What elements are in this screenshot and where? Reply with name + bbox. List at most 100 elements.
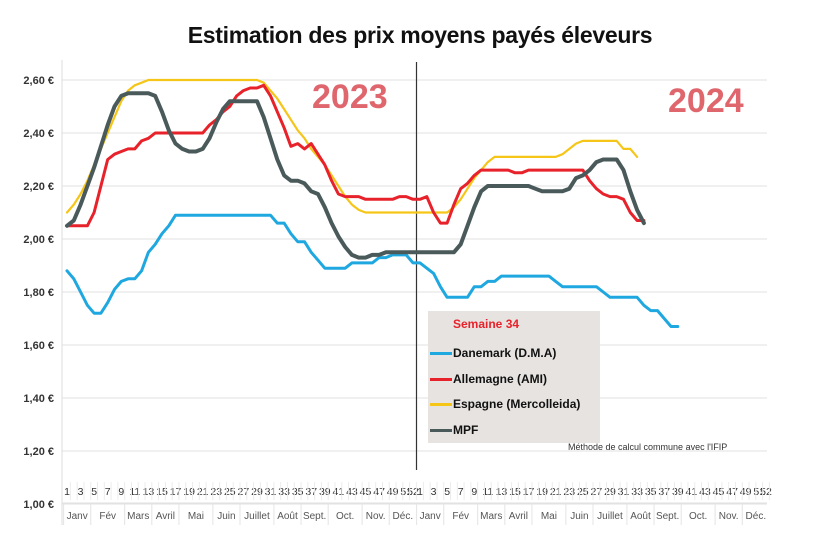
month-label: Nov. <box>719 511 739 522</box>
x-tick-label: 3 <box>431 486 437 498</box>
legend-item-mpf: MPF <box>430 422 478 438</box>
month-label: Mai <box>541 511 557 522</box>
legend-swatch <box>430 402 452 406</box>
legend-title: Semaine 34 <box>453 317 520 331</box>
legend-item-espagne: Espagne (Mercolleida) <box>430 396 580 412</box>
x-tick-label: 37 <box>658 486 670 498</box>
month-label: Déc. <box>746 511 767 522</box>
x-tick-label: 49 <box>740 486 752 498</box>
legend-swatch <box>430 351 452 355</box>
month-label: Oct. <box>336 511 354 522</box>
month-label: Sept. <box>656 511 679 522</box>
series-line-danemark-d-m-a <box>65 213 680 328</box>
x-tick-label: 33 <box>631 486 643 498</box>
x-tick-label: 13 <box>496 486 508 498</box>
x-tick-label: 17 <box>170 486 182 498</box>
chart-title: Estimation des prix moyens payés éleveur… <box>187 22 653 48</box>
x-tick-label: 29 <box>251 486 263 498</box>
x-tick-label: 37 <box>305 486 317 498</box>
x-tick-label: 9 <box>471 486 477 498</box>
x-tick-label: 7 <box>105 486 111 498</box>
y-tick-label: 1,40 € <box>23 393 54 405</box>
y-tick-label: 2,20 € <box>23 181 54 193</box>
y-tick-label: 2,00 € <box>23 234 54 246</box>
series-line-mpf <box>65 91 646 260</box>
x-tick-label: 47 <box>726 486 738 498</box>
series-lines <box>65 78 680 328</box>
legend-swatch <box>430 428 452 432</box>
x-tick-label: 43 <box>346 486 358 498</box>
x-tick-label: 52 <box>407 486 419 498</box>
x-tick-label: 51 <box>753 486 765 498</box>
x-tick-label: 41 <box>686 486 698 498</box>
series-line-allemagne-ami <box>65 83 646 228</box>
x-tick-label: 21 <box>197 486 209 498</box>
y-tick-label: 1,00 € <box>23 499 54 511</box>
month-label: Août <box>630 511 651 522</box>
y-tick-label: 2,40 € <box>23 128 54 140</box>
legend-label: Espagne (Mercolleida) <box>453 397 581 411</box>
x-tick-label: 5 <box>444 486 450 498</box>
y-tick-label: 1,60 € <box>23 340 54 352</box>
x-tick-label: 17 <box>523 486 535 498</box>
month-label: Juillet <box>244 511 270 522</box>
x-tick-label: 33 <box>278 486 290 498</box>
x-tick-label: 15 <box>509 486 521 498</box>
method-note: Méthode de calcul commune avec l'IFIP <box>568 442 728 452</box>
x-tick-label: 19 <box>536 486 548 498</box>
year-label-2023: 2023 <box>312 78 388 116</box>
x-tick-label: 3 <box>78 486 84 498</box>
x-tick-label: 1 <box>417 486 423 498</box>
month-label: Janv <box>420 511 441 522</box>
x-tick-label: 39 <box>319 486 331 498</box>
x-tick-label: 45 <box>713 486 725 498</box>
legend-label: Allemagne (AMI) <box>453 372 548 386</box>
y-tick-label: 1,80 € <box>23 287 54 299</box>
x-tick-label: 19 <box>183 486 195 498</box>
month-label: Fév <box>99 511 116 522</box>
x-tick-label: 35 <box>645 486 657 498</box>
x-tick-label: 21 <box>550 486 562 498</box>
x-axis: 1 3 5 7 9 11 13 15 17 19 21 23 25 27 29 31 33 35 37 39 41 43 4… <box>62 482 772 525</box>
x-tick-label: 39 <box>672 486 684 498</box>
month-label: Avril <box>509 511 528 522</box>
x-tick-label: 45 <box>360 486 372 498</box>
legend-label: Danemark (D.M.A) <box>453 346 557 360</box>
month-label: Mai <box>188 511 204 522</box>
x-tick-label: 51 <box>400 486 412 498</box>
x-tick-label: 9 <box>118 486 124 498</box>
month-label: Mars <box>127 511 149 522</box>
x-tick-label: 47 <box>373 486 385 498</box>
series-line-espagne-mercolleida <box>65 78 639 214</box>
month-label: Déc. <box>393 511 414 522</box>
month-label: Fév <box>452 511 469 522</box>
x-tick-label: 25 <box>224 486 236 498</box>
legend-label: MPF <box>453 423 479 437</box>
x-tick-label: 31 <box>265 486 277 498</box>
x-tick-label: 49 <box>387 486 399 498</box>
x-tick-label: 1 <box>64 486 70 498</box>
x-tick-label: 15 <box>156 486 168 498</box>
legend-item-allemagne: Allemagne (AMI) <box>430 371 547 387</box>
y-axis: 1,00 € 1,20 € 1,40 € 1,60 € 1,80 € 2,00 € 2,20… <box>23 75 54 511</box>
x-tick-label: 11 <box>482 486 493 498</box>
month-label: Juillet <box>597 511 623 522</box>
year-label-2024: 2024 <box>668 82 744 120</box>
month-label: Mars <box>480 511 502 522</box>
x-tick-label: 13 <box>143 486 155 498</box>
y-tick-label: 2,60 € <box>23 75 54 87</box>
month-label: Sept. <box>303 511 326 522</box>
x-tick-label: 43 <box>699 486 711 498</box>
month-label: Nov. <box>366 511 386 522</box>
y-tick-label: 1,20 € <box>23 446 54 458</box>
month-label: Août <box>277 511 298 522</box>
x-tick-label: 7 <box>458 486 464 498</box>
x-tick-label: 35 <box>292 486 304 498</box>
month-label: Juin <box>570 511 588 522</box>
x-tick-label: 11 <box>129 486 140 498</box>
month-label: Janv <box>67 511 88 522</box>
x-tick-label: 25 <box>577 486 589 498</box>
month-label: Avril <box>156 511 175 522</box>
month-label: Oct. <box>689 511 707 522</box>
